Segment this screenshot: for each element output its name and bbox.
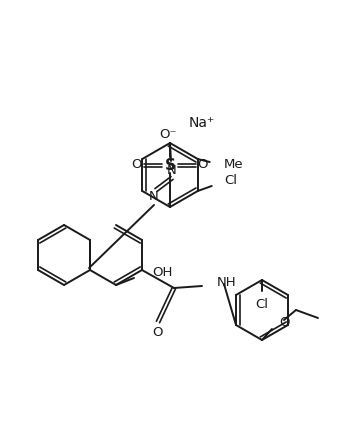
Text: O: O	[153, 325, 163, 339]
Text: Cl: Cl	[225, 174, 238, 187]
Text: Me: Me	[224, 158, 243, 170]
Text: O: O	[198, 159, 208, 172]
Text: NH: NH	[217, 276, 237, 290]
Text: OH: OH	[152, 266, 172, 279]
Text: N: N	[149, 191, 159, 204]
Text: O⁻: O⁻	[159, 128, 177, 141]
Text: O: O	[279, 315, 289, 328]
Text: Cl: Cl	[256, 297, 269, 311]
Text: Na⁺: Na⁺	[189, 116, 215, 130]
Text: N: N	[167, 165, 177, 177]
Text: S: S	[165, 158, 176, 173]
Text: O: O	[132, 159, 142, 172]
